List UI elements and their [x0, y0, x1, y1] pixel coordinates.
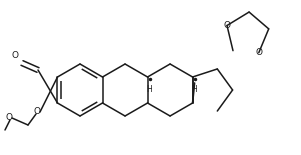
Text: O: O	[33, 108, 40, 117]
Text: O: O	[224, 21, 231, 30]
Text: O: O	[12, 51, 19, 60]
Text: O: O	[255, 48, 262, 57]
Text: O: O	[5, 113, 12, 122]
Text: H: H	[147, 85, 152, 94]
Text: H: H	[192, 85, 197, 94]
